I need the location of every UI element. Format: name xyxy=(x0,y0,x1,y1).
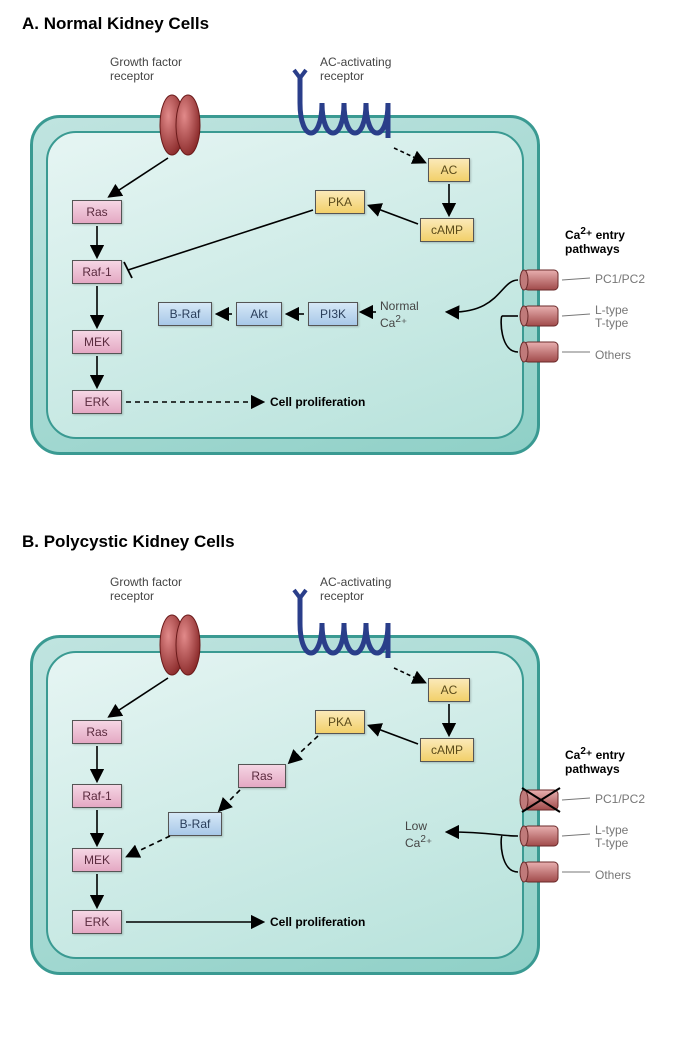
panel-b-title: B. Polycystic Kidney Cells xyxy=(22,532,235,552)
panel-a-caentry-label: Ca2⁺ entrypathways xyxy=(565,225,625,256)
panel-a-acr-label: AC-activatingreceptor xyxy=(320,55,391,83)
panel-a-normalca-label: NormalCa2⁺ xyxy=(380,300,419,330)
panel-b-lowca-label: LowCa2⁺ xyxy=(405,820,432,850)
panel-a-title: A. Normal Kidney Cells xyxy=(22,14,209,34)
panel-b-ac: AC xyxy=(428,678,470,702)
panel-b-raf1: Raf-1 xyxy=(72,784,122,808)
panel-a-channel-1 xyxy=(520,268,558,290)
panel-a-ch2-label: L-typeT-type xyxy=(595,304,628,330)
panel-b-mek: MEK xyxy=(72,848,122,872)
panel-a-ch3-label: Others xyxy=(595,348,631,362)
panel-b-acr-label: AC-activatingreceptor xyxy=(320,575,391,603)
panel-b-ch1-label: PC1/PC2 xyxy=(595,792,645,806)
panel-a-pka: PKA xyxy=(315,190,365,214)
panel-b-channel-3 xyxy=(520,860,558,882)
panel-b-channel-1 xyxy=(520,788,558,810)
panel-b-gfr-icon xyxy=(155,610,205,680)
panel-a-channel-2 xyxy=(520,304,558,326)
panel-b-gpcr-icon xyxy=(292,598,402,676)
panel-a-mek: MEK xyxy=(72,330,122,354)
panel-b-caentry-label: Ca2⁺ entrypathways xyxy=(565,745,625,776)
panel-a-camp: cAMP xyxy=(420,218,474,242)
panel-b-channel-2 xyxy=(520,824,558,846)
panel-a-pi3k: PI3K xyxy=(308,302,358,326)
panel-a-gfr-icon xyxy=(155,90,205,160)
panel-b-erk: ERK xyxy=(72,910,122,934)
panel-a-erk: ERK xyxy=(72,390,122,414)
panel-a-braf: B-Raf xyxy=(158,302,212,326)
panel-a-raf1: Raf-1 xyxy=(72,260,122,284)
panel-b-ch3-label: Others xyxy=(595,868,631,882)
panel-b-ch2-label: L-typeT-type xyxy=(595,824,628,850)
panel-b-braf: B-Raf xyxy=(168,812,222,836)
panel-a-gfr-label: Growth factorreceptor xyxy=(110,55,182,83)
panel-b-gfr-label: Growth factorreceptor xyxy=(110,575,182,603)
panel-a-cellprolif-label: Cell proliferation xyxy=(270,395,365,409)
page: A. Normal Kidney Cells Growth factorrece… xyxy=(0,0,695,1050)
panel-a-akt: Akt xyxy=(236,302,282,326)
panel-a-channel-3 xyxy=(520,340,558,362)
panel-a-ch1-label: PC1/PC2 xyxy=(595,272,645,286)
panel-b-camp: cAMP xyxy=(420,738,474,762)
panel-b-pka: PKA xyxy=(315,710,365,734)
panel-a-gpcr-icon xyxy=(292,78,402,156)
panel-b-cellprolif-label: Cell proliferation xyxy=(270,915,365,929)
panel-a-ras: Ras xyxy=(72,200,122,224)
panel-a-ac: AC xyxy=(428,158,470,182)
panel-b-ras: Ras xyxy=(72,720,122,744)
panel-b-ras2: Ras xyxy=(238,764,286,788)
